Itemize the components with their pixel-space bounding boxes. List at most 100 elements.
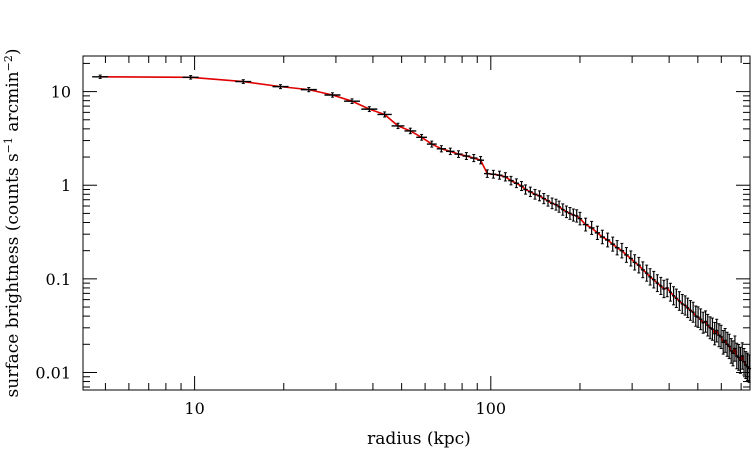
y-axis-ticks: 10 1 0.1 0.01 bbox=[35, 62, 750, 388]
data-point bbox=[628, 250, 633, 267]
data-point bbox=[668, 282, 673, 302]
data-point bbox=[655, 274, 660, 293]
data-point bbox=[541, 193, 546, 205]
x-axis-ticks: 10 100 bbox=[104, 56, 742, 418]
data-point bbox=[624, 247, 629, 263]
y-tick-label: 1 bbox=[61, 176, 71, 195]
plot-area bbox=[92, 74, 752, 383]
data-point bbox=[735, 342, 739, 370]
data-point bbox=[725, 331, 729, 357]
data-point bbox=[560, 203, 565, 216]
data-point bbox=[446, 147, 455, 156]
data-point bbox=[704, 310, 708, 333]
data-point bbox=[710, 317, 714, 341]
data-point bbox=[745, 352, 749, 381]
data-point bbox=[324, 92, 341, 98]
data-point bbox=[182, 75, 199, 80]
y-axis-title-part: ) bbox=[3, 49, 23, 56]
data-point bbox=[344, 98, 361, 105]
data-point bbox=[706, 313, 710, 337]
data-point bbox=[92, 74, 109, 79]
data-point bbox=[496, 170, 503, 180]
data-point bbox=[508, 175, 514, 186]
y-tick-label: 10 bbox=[51, 83, 71, 102]
data-point bbox=[519, 181, 524, 192]
data-point bbox=[721, 330, 725, 355]
data-point bbox=[477, 156, 485, 165]
data-point bbox=[484, 169, 491, 178]
data-point bbox=[577, 211, 583, 226]
data-point bbox=[502, 172, 509, 182]
data-point bbox=[727, 333, 731, 360]
data-point bbox=[694, 305, 698, 327]
data-point bbox=[599, 229, 605, 245]
data-point bbox=[545, 195, 551, 207]
data-point bbox=[272, 84, 289, 90]
data-point bbox=[738, 346, 742, 374]
data-point bbox=[665, 278, 669, 298]
data-point bbox=[470, 154, 478, 163]
y-tick-label: 0.01 bbox=[35, 363, 71, 382]
data-point bbox=[691, 301, 695, 323]
data-point bbox=[632, 254, 637, 271]
data-point bbox=[715, 318, 719, 343]
data-point bbox=[674, 288, 678, 308]
data-point bbox=[677, 291, 681, 311]
data-point bbox=[377, 111, 392, 118]
data-point bbox=[683, 295, 687, 316]
data-point bbox=[708, 316, 712, 340]
data-point bbox=[731, 340, 735, 367]
y-axis-title-exponent: −1 bbox=[2, 137, 15, 153]
data-point bbox=[550, 197, 555, 210]
data-point bbox=[568, 206, 572, 220]
data-point bbox=[723, 328, 727, 353]
data-point bbox=[713, 321, 717, 346]
data-point bbox=[610, 236, 616, 252]
data-point bbox=[361, 106, 378, 113]
data-point bbox=[640, 261, 645, 279]
data-point bbox=[416, 133, 427, 141]
data-point bbox=[737, 343, 741, 371]
data-point bbox=[659, 276, 663, 295]
y-tick-label: 0.1 bbox=[46, 270, 71, 289]
data-point bbox=[636, 256, 641, 274]
data-point bbox=[513, 178, 520, 189]
data-point bbox=[588, 220, 595, 235]
data-point bbox=[564, 205, 569, 219]
data-point bbox=[404, 127, 417, 135]
data-point bbox=[729, 338, 733, 364]
data-point bbox=[742, 347, 746, 376]
y-axis-title: surface brightness (counts s−1 arcmin−2) bbox=[2, 49, 23, 398]
data-point bbox=[680, 293, 684, 314]
data-point bbox=[614, 240, 620, 256]
data-point bbox=[686, 297, 690, 319]
y-axis-title-part: arcmin bbox=[3, 71, 23, 137]
data-point bbox=[426, 140, 437, 148]
data-point bbox=[571, 208, 576, 222]
data-point bbox=[699, 308, 703, 331]
data-point bbox=[717, 323, 721, 348]
y-axis-title-part: surface brightness (counts s bbox=[3, 153, 23, 397]
data-point bbox=[644, 264, 649, 282]
x-axis-title: radius (kpc) bbox=[367, 429, 471, 449]
data-point bbox=[672, 286, 676, 306]
data-point bbox=[594, 225, 601, 240]
model-curve bbox=[100, 75, 750, 370]
data-point bbox=[719, 324, 723, 350]
data-point bbox=[575, 209, 579, 223]
data-point bbox=[532, 188, 538, 200]
data-point bbox=[733, 335, 737, 362]
x-tick-label: 10 bbox=[184, 399, 204, 418]
data-point bbox=[300, 87, 317, 93]
plot-frame bbox=[82, 55, 751, 391]
data-point bbox=[688, 300, 692, 321]
data-point bbox=[462, 152, 471, 160]
data-point bbox=[701, 311, 705, 334]
data-point bbox=[554, 198, 558, 211]
data-point bbox=[454, 150, 463, 158]
data-point bbox=[557, 200, 561, 213]
data-point bbox=[648, 268, 652, 286]
data-point bbox=[662, 279, 666, 299]
data-point bbox=[740, 342, 744, 370]
